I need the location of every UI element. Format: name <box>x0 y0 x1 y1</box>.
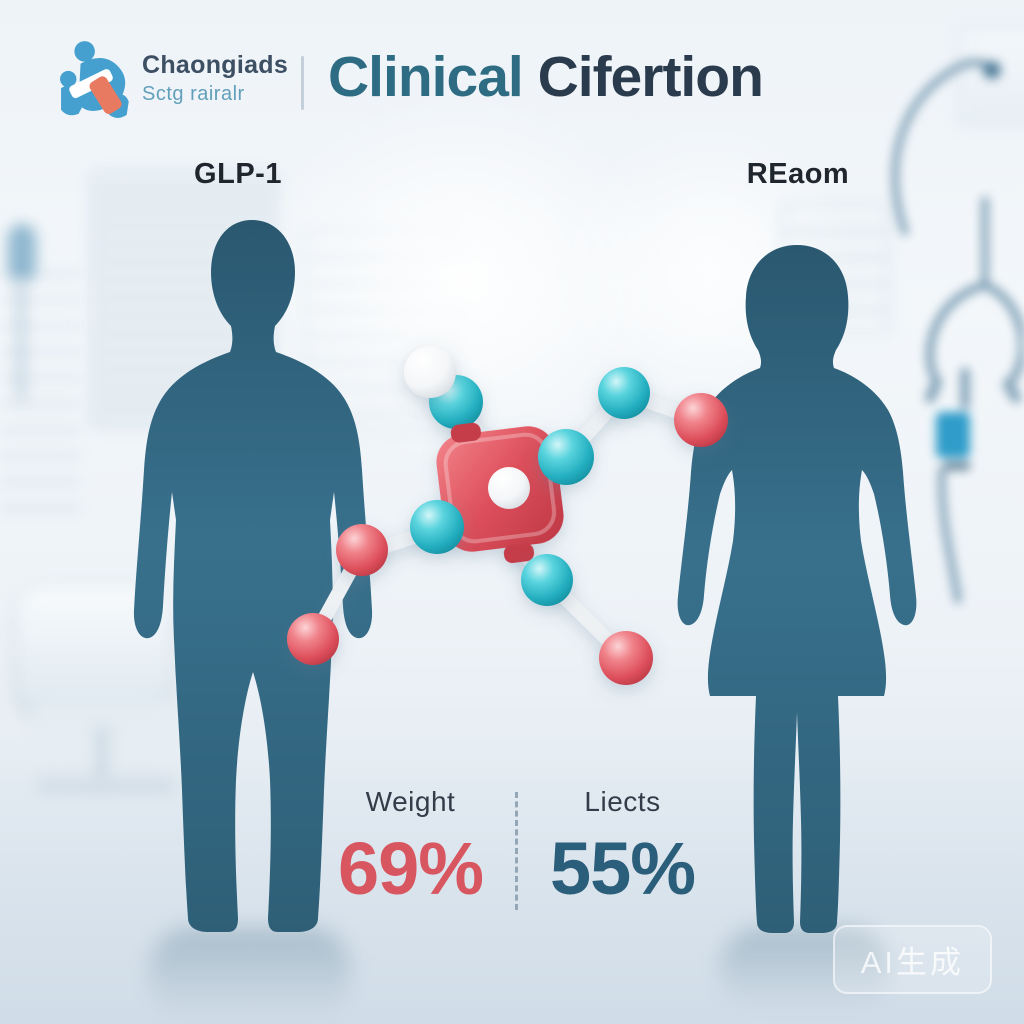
atom-red <box>287 613 339 665</box>
wall-panel <box>0 250 80 510</box>
page-title: Clinical Cifertion <box>328 44 764 110</box>
male-silhouette <box>133 220 373 932</box>
female-silhouette <box>677 245 917 933</box>
floor <box>0 760 1024 1024</box>
stat-label: Weight <box>365 786 456 817</box>
cube-face-sphere <box>488 467 530 509</box>
female-reflection <box>720 928 890 1008</box>
stat-weight: Weight 69% <box>308 786 513 910</box>
logo-text: Chaongiads Sctg rairalr <box>142 51 289 105</box>
atom-white <box>404 346 456 398</box>
logo-title: Chaongiads <box>142 51 289 79</box>
stat-value: 55% <box>549 827 696 910</box>
stat-liects: Liects 55% <box>520 786 725 910</box>
ai-watermark-badge: AI生成 <box>832 925 992 994</box>
desk-lamp <box>8 224 36 282</box>
atom-teal <box>410 500 464 554</box>
atom-red <box>336 524 388 576</box>
atom-red <box>599 631 653 685</box>
atom-teal <box>598 367 650 419</box>
stats-panel: Weight 69% Liects 55% <box>308 786 725 910</box>
office-chair-base <box>36 778 176 794</box>
lamp-stand <box>17 280 25 400</box>
people-ribbon-logo-icon <box>60 41 129 118</box>
comparison-left-label: GLP-1 <box>194 158 282 190</box>
title-secondary: Cifertion <box>537 45 764 109</box>
atom-teal <box>538 429 594 485</box>
stat-value: 69% <box>337 827 484 910</box>
atom-teal <box>521 554 573 606</box>
molecule-atoms <box>287 346 728 685</box>
header-divider <box>301 56 304 110</box>
comparison-right-label: REaom <box>746 158 850 190</box>
male-reflection <box>150 928 350 1018</box>
office-chair-post <box>96 726 108 786</box>
stats-divider <box>515 792 518 910</box>
logo-subtitle: Sctg rairalr <box>142 82 245 105</box>
stat-label: Liects <box>584 786 661 817</box>
title-primary: Clinical <box>328 45 524 109</box>
atom-red <box>674 393 728 447</box>
